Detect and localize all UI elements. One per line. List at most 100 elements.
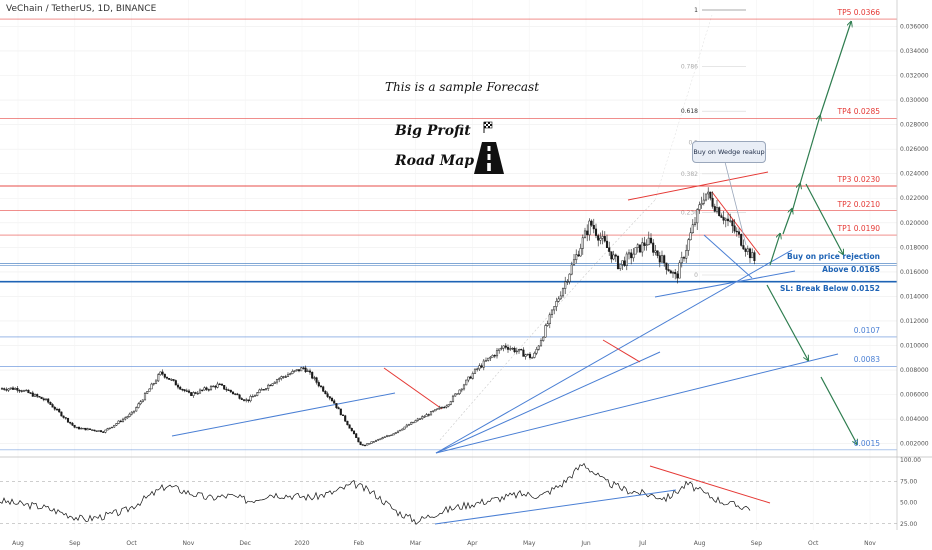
candle-body — [82, 427, 85, 430]
candle-body — [557, 298, 560, 302]
trendline — [435, 351, 661, 454]
candle-body — [62, 415, 65, 418]
candle-body — [493, 355, 496, 357]
level-label: TP5 0.0366 — [837, 8, 880, 18]
candle-body — [700, 203, 703, 206]
forecast-arrow — [805, 183, 843, 254]
candle-body — [627, 252, 631, 255]
candle-body — [234, 393, 237, 395]
candle-body — [58, 408, 61, 413]
candle-body — [696, 209, 699, 224]
level-label: TP1 0.0190 — [837, 224, 880, 234]
candle-body — [363, 444, 367, 447]
candle-body — [247, 399, 250, 402]
candle-body — [577, 254, 580, 257]
fib-label: 0 — [694, 272, 698, 279]
candle-body — [436, 408, 439, 410]
candle-body — [148, 388, 151, 392]
candle-body — [634, 247, 637, 255]
candle-body — [412, 421, 415, 424]
candle-body — [304, 367, 307, 372]
candle-body — [154, 380, 158, 384]
candle-body — [427, 414, 430, 416]
candle-body — [361, 444, 364, 446]
candle-body — [737, 231, 741, 235]
candle-body — [218, 383, 221, 386]
candle-body — [295, 369, 298, 371]
candle-body — [99, 430, 103, 433]
candle-body — [643, 242, 646, 246]
candle-body — [630, 252, 633, 259]
candle-body — [328, 396, 331, 399]
candle-body — [93, 429, 96, 432]
fib-diagonal — [654, 14, 713, 201]
candle-body — [487, 357, 490, 361]
candle-body — [350, 428, 353, 432]
candle-body — [658, 255, 661, 263]
candle-body — [209, 386, 213, 390]
candle-body — [667, 269, 670, 272]
candle-body — [9, 387, 12, 390]
x-tick-label: Sep — [751, 540, 763, 547]
candle-body — [36, 394, 39, 397]
candle-body — [231, 391, 235, 394]
candle-body — [515, 350, 518, 353]
candle-body — [0, 388, 4, 390]
road-icon — [474, 142, 504, 174]
x-tick-label: Nov — [864, 540, 876, 547]
candle-body — [192, 392, 195, 396]
level-label: 0.0107 — [853, 325, 880, 335]
candle-body — [528, 353, 532, 358]
candle-body — [71, 422, 74, 426]
candle-body — [588, 220, 591, 236]
candle-body — [511, 347, 514, 350]
candle-body — [748, 248, 752, 259]
candle-body — [128, 413, 131, 417]
candle-body — [403, 426, 406, 430]
candle-body — [315, 377, 318, 383]
candle-body — [88, 428, 92, 430]
candle-body — [273, 381, 276, 384]
candle-body — [14, 388, 17, 390]
candle-body — [467, 376, 470, 381]
candle-body — [18, 390, 21, 392]
y-tick-label: 0.004000 — [900, 416, 929, 423]
candle-body — [482, 360, 485, 368]
candle-body — [352, 430, 356, 434]
candle-body — [506, 347, 510, 350]
candle-body — [7, 388, 10, 391]
candle-body — [163, 373, 166, 378]
candle-body — [544, 325, 547, 338]
candle-body — [33, 394, 37, 397]
candle-body — [216, 383, 219, 388]
fib-label: 1 — [694, 7, 698, 14]
candle-body — [561, 288, 565, 297]
trendline — [602, 339, 641, 363]
candle-body — [509, 348, 512, 350]
candle-body — [185, 390, 188, 392]
candle-body — [322, 386, 325, 392]
candle-body — [236, 393, 239, 396]
candle-body — [660, 255, 664, 263]
candle-body — [5, 389, 8, 391]
candle-body — [570, 264, 573, 275]
candle-body — [341, 414, 345, 416]
candle-body — [366, 443, 369, 446]
candle-body — [498, 348, 501, 351]
y-tick-label: 0.024000 — [900, 171, 929, 178]
candle-body — [44, 398, 48, 401]
candle-body — [418, 418, 422, 420]
candle-body — [572, 259, 576, 266]
candle-body — [720, 215, 723, 218]
candle-body — [110, 426, 114, 429]
candle-body — [377, 439, 380, 441]
x-tick-label: Sep — [69, 540, 81, 547]
y-tick-label: 0.016000 — [900, 269, 929, 276]
candle-body — [559, 295, 562, 300]
trendline — [654, 270, 796, 298]
trendline — [171, 392, 396, 437]
candle-body — [284, 376, 287, 378]
candle-body — [449, 401, 452, 405]
y-tick-label: 0.032000 — [900, 73, 929, 80]
candle-body — [267, 384, 270, 389]
